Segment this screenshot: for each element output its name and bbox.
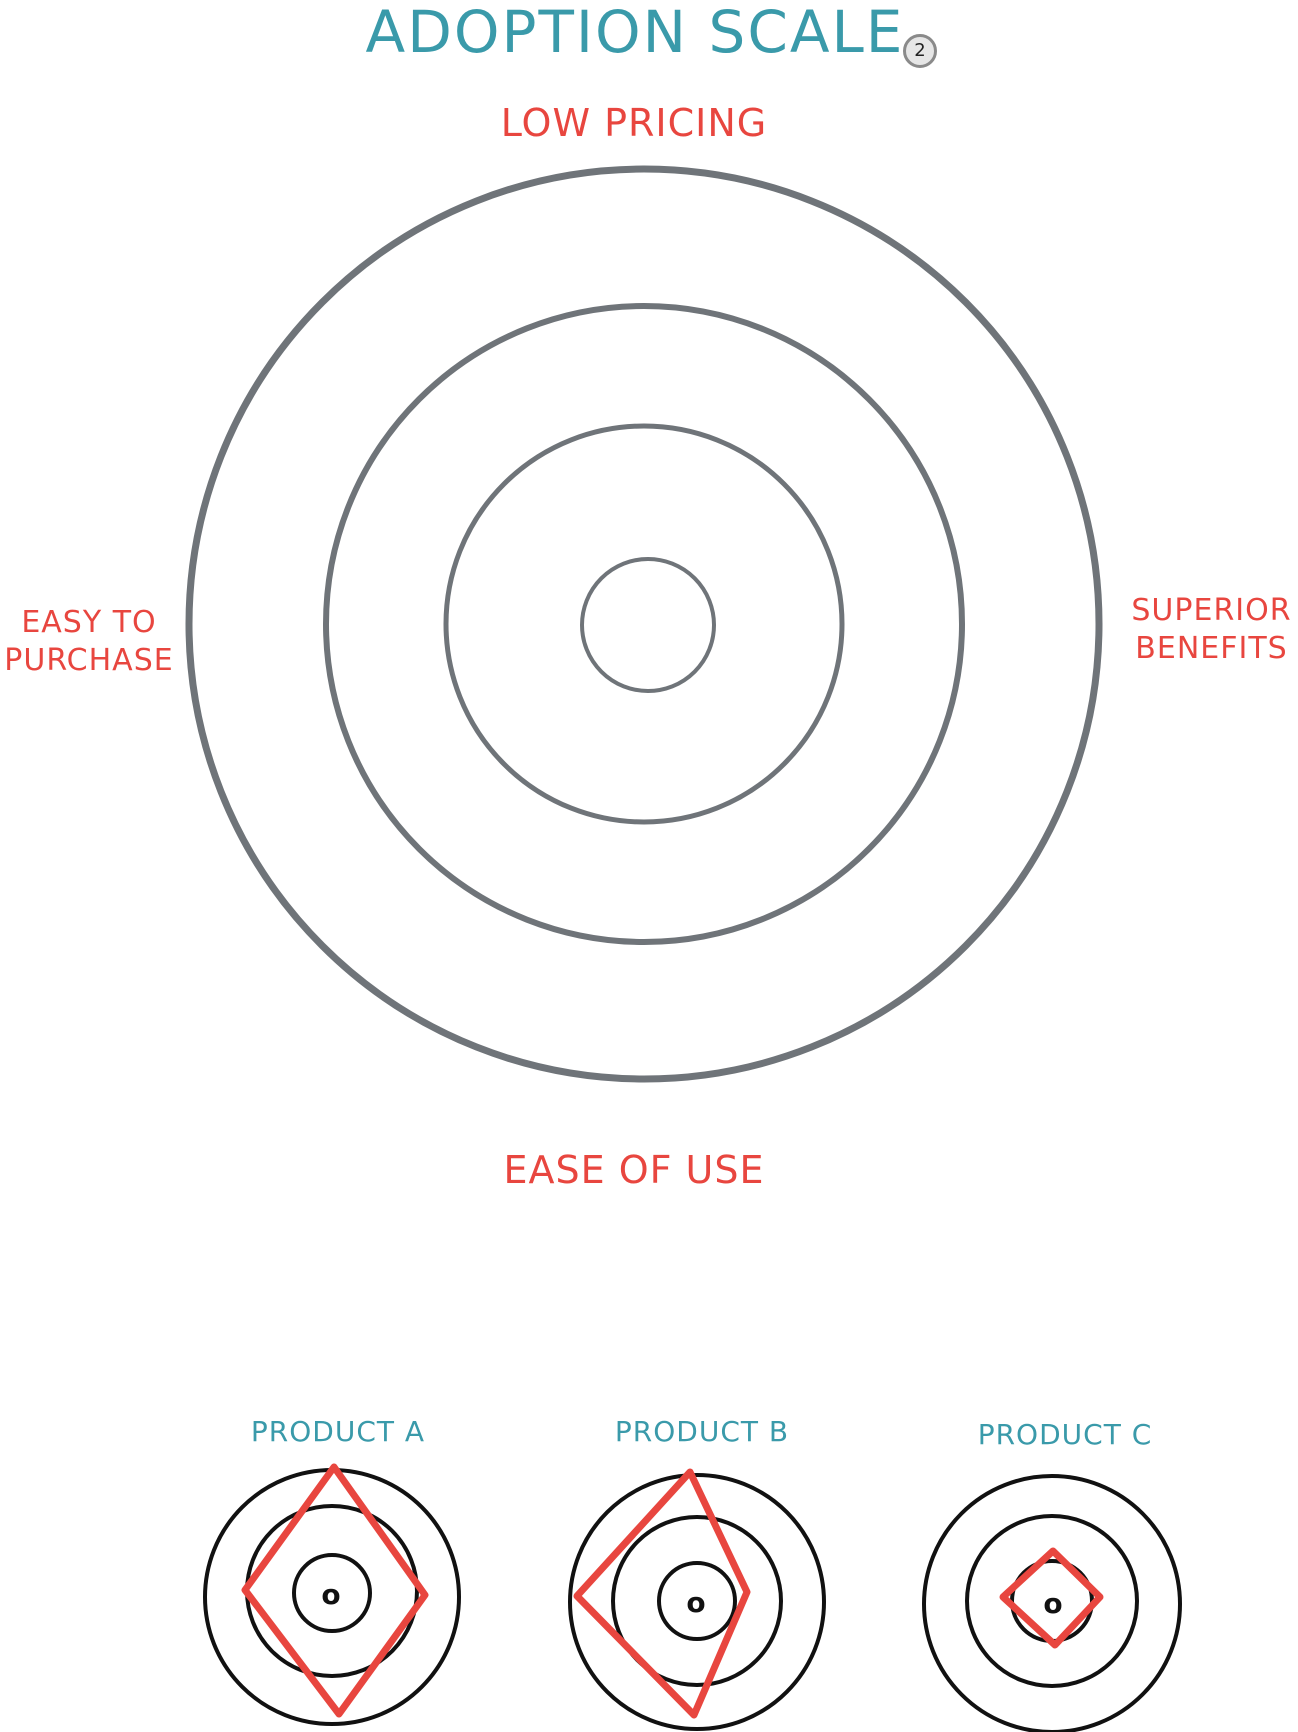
product-c-target: o <box>922 1474 1182 1732</box>
page-number-badge: 2 <box>903 34 937 68</box>
product-c-ring-middle <box>965 1514 1139 1688</box>
product-b-ring-outer <box>568 1473 826 1731</box>
product-b-shape <box>573 1468 751 1719</box>
axis-label-top: LOW PRICING <box>500 101 768 145</box>
product-c-ring-outer <box>922 1474 1182 1732</box>
product-a-target: o <box>203 1463 461 1726</box>
axis-label-left-line1: EASY TO <box>21 605 157 640</box>
product-b-ring-inner <box>657 1561 737 1641</box>
product-b-target: o <box>568 1468 826 1731</box>
main-ring-outer <box>185 165 1103 1083</box>
main-ring-second <box>323 303 965 945</box>
product-b-label: PRODUCT B <box>614 1415 790 1448</box>
product-a-center-mark: o <box>321 1578 340 1611</box>
axis-label-right-line2: BENEFITS <box>1135 631 1288 666</box>
product-c-shape <box>999 1547 1104 1649</box>
main-ring-inner <box>580 557 716 693</box>
product-a-ring-inner <box>292 1553 372 1633</box>
axis-label-right-line1: SUPERIOR <box>1131 593 1292 628</box>
page-title: ADOPTION SCALE <box>365 0 905 66</box>
product-a-label: PRODUCT A <box>250 1415 426 1448</box>
main-ring-third <box>443 423 845 825</box>
axis-label-right: SUPERIOR BENEFITS <box>1125 592 1298 668</box>
main-target <box>185 165 1103 1083</box>
axis-label-left-line2: PURCHASE <box>4 643 174 678</box>
product-c-label: PRODUCT C <box>977 1418 1153 1451</box>
axis-label-bottom: EASE OF USE <box>503 1148 765 1192</box>
product-a-shape <box>241 1463 429 1718</box>
product-b-ring-middle <box>611 1515 783 1687</box>
product-c-center-mark: o <box>1043 1587 1062 1620</box>
axis-label-left: EASY TO PURCHASE <box>0 604 178 680</box>
product-b-center-mark: o <box>686 1586 705 1619</box>
